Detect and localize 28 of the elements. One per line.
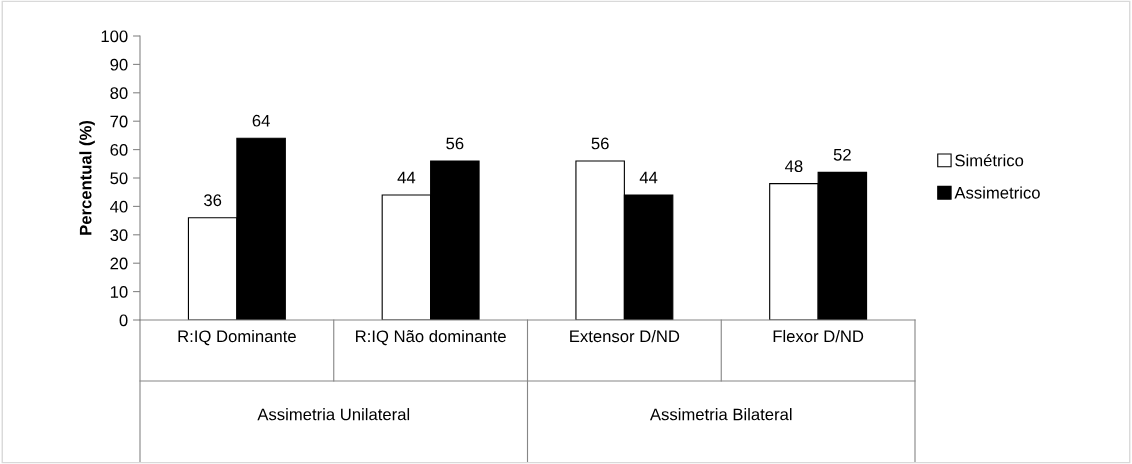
x-tick-label: Extensor D/ND	[570, 329, 680, 343]
text: Assimetria Bilateral	[649, 408, 792, 421]
x-tick-label: Flexor D/ND	[773, 329, 864, 343]
data-label: 36	[204, 194, 222, 207]
y-tick-label: 20	[110, 257, 128, 270]
data-label: 64	[252, 114, 270, 127]
y-tick-label: 0	[119, 314, 128, 327]
x-tick-label: R:IQ Dominante	[178, 329, 296, 346]
data-label: 56	[591, 137, 609, 150]
data-label: 44	[397, 171, 416, 184]
y-axis-title: Percentual (%)	[79, 120, 95, 235]
data-label: 48	[785, 160, 803, 173]
legend-label: Simétrico	[955, 153, 1024, 167]
y-tick-label: 10	[110, 286, 128, 298]
x-tick-label: R:IQ Não dominante	[356, 329, 506, 346]
y-tick-label: 90	[110, 58, 128, 71]
data-label: 56	[446, 137, 464, 150]
y-tick-label: 80	[110, 87, 128, 99]
y-tick-label: 70	[110, 115, 128, 128]
legend-label: Assimetrico	[954, 186, 1040, 199]
y-tick-label: 60	[110, 144, 128, 156]
data-label: 44	[639, 171, 658, 184]
y-tick-label: 100	[101, 30, 128, 43]
y-tick-label: 50	[110, 172, 128, 185]
text: Assimetria Unilateral	[257, 408, 410, 421]
y-tick-label: 40	[110, 200, 128, 213]
y-tick-label: 30	[110, 229, 128, 241]
data-label: 52	[833, 148, 851, 161]
